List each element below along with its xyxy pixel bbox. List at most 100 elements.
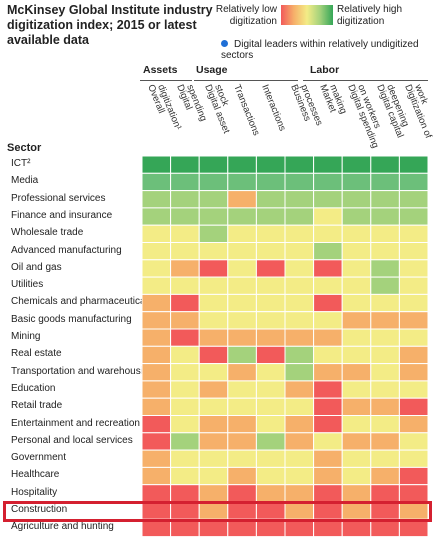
heatmap-cell: [141, 415, 172, 434]
heatmap-cell: [398, 484, 429, 503]
chart-title: McKinsey Global Institute industry digit…: [7, 3, 213, 47]
heatmap-cell: [313, 155, 343, 174]
heatmap-cell: [284, 259, 315, 278]
heatmap-cell: [227, 172, 257, 192]
heatmap-cell: [227, 380, 257, 399]
heatmap-cell: [370, 345, 400, 365]
heatmap-cell: [255, 415, 286, 434]
heatmap-cell: [255, 345, 286, 365]
heatmap-cell: [398, 259, 429, 278]
heatmap-cell: [227, 259, 257, 278]
heatmap-cell: [170, 432, 200, 451]
column-header: Digitization of work: [399, 82, 435, 150]
heatmap-cell: [370, 449, 400, 468]
heatmap-cell: [398, 190, 429, 209]
heatmap-cell: [313, 397, 343, 417]
heatmap-cell: [313, 259, 343, 278]
heatmap-cell: [370, 242, 400, 261]
row-label: Construction: [11, 504, 68, 515]
heatmap-cell: [255, 363, 286, 382]
heatmap-cell: [170, 328, 200, 347]
heatmap-cell: [198, 363, 229, 382]
heatmap-cell: [341, 415, 372, 434]
column-header: Digital asset stock: [199, 83, 232, 150]
heatmap-cell: [141, 432, 172, 451]
row-label: Real estate: [11, 348, 62, 360]
heatmap-cell: [398, 293, 429, 313]
heatmap-cell: [170, 242, 200, 261]
heatmap-cell: [284, 380, 315, 399]
legend-leaders: Digital leaders within relatively undigi…: [221, 39, 437, 61]
heatmap-cell: [227, 207, 257, 226]
legend-leaders-label: Digital leaders within relatively undigi…: [221, 39, 419, 61]
heatmap-cell: [255, 276, 286, 295]
heatmap-cell: [284, 293, 315, 313]
group-line-assets: [140, 80, 192, 81]
heatmap-cell: [141, 276, 172, 295]
heatmap-cell: [398, 363, 429, 382]
heatmap-cell: [141, 190, 172, 209]
heatmap-cell: [313, 293, 343, 313]
heatmap-cell: [170, 484, 200, 503]
heatmap-cell: [370, 380, 400, 399]
heatmap-cell: [398, 466, 429, 486]
heatmap-cell: [141, 293, 172, 313]
heatmap-cell: [141, 363, 172, 382]
heatmap-cell: [198, 432, 229, 451]
heatmap-cell: [141, 380, 172, 399]
row-label: Healthcare: [11, 469, 60, 481]
heatmap-cell: [170, 155, 200, 174]
heatmap-cell: [398, 345, 429, 365]
heatmap-cell: [341, 484, 372, 503]
heatmap-cell: [341, 293, 372, 313]
heatmap-cell: [170, 311, 200, 330]
heatmap-cell: [141, 449, 172, 468]
heatmap-cell: [284, 190, 315, 209]
heatmap-cell: [141, 397, 172, 417]
heatmap-cell: [198, 259, 229, 278]
heatmap-cell: [170, 190, 200, 209]
heatmap-cell: [170, 276, 200, 295]
heatmap-cell: [398, 242, 429, 261]
heatmap-cell: [255, 190, 286, 209]
heatmap-cell: [141, 311, 172, 330]
heatmap-cell: [370, 466, 400, 486]
heatmap-cell: [284, 242, 315, 261]
heatmap-cell: [141, 484, 172, 503]
heatmap-cell: [255, 155, 286, 174]
heatmap-cell: [198, 449, 229, 468]
heatmap-cell: [255, 311, 286, 330]
heatmap-cell: [341, 276, 372, 295]
heatmap-cell: [170, 397, 200, 417]
heatmap-cell: [227, 449, 257, 468]
heatmap-cell: [198, 276, 229, 295]
heatmap-cell: [227, 276, 257, 295]
heatmap-cell: [198, 380, 229, 399]
heatmap-cell: [313, 415, 343, 434]
row-label: Finance and insurance: [11, 209, 113, 221]
heatmap-cell: [198, 466, 229, 486]
heatmap-cell: [227, 328, 257, 347]
heatmap-cell: [255, 207, 286, 226]
group-line-labor: [303, 80, 428, 81]
heatmap-cell: [170, 172, 200, 192]
heatmap-cell: [198, 224, 229, 243]
row-label: Chemicals and pharmaceuticals: [11, 296, 153, 308]
heatmap-cell: [398, 276, 429, 295]
heatmap-cell: [313, 224, 343, 243]
heatmap-cell: [370, 293, 400, 313]
heatmap-cell: [227, 242, 257, 261]
heatmap-cell: [255, 172, 286, 192]
heatmap-cell: [398, 397, 429, 417]
heatmap-cell: [170, 207, 200, 226]
row-label: Advanced manufacturing: [11, 244, 122, 256]
heatmap-cell: [398, 380, 429, 399]
sector-header: Sector: [7, 142, 42, 154]
heatmap-cell: [398, 432, 429, 451]
row-label: Professional services: [11, 192, 106, 204]
heatmap-cell: [313, 190, 343, 209]
heatmap-cell: [227, 432, 257, 451]
heatmap-cell: [255, 328, 286, 347]
heatmap-cell: [341, 449, 372, 468]
